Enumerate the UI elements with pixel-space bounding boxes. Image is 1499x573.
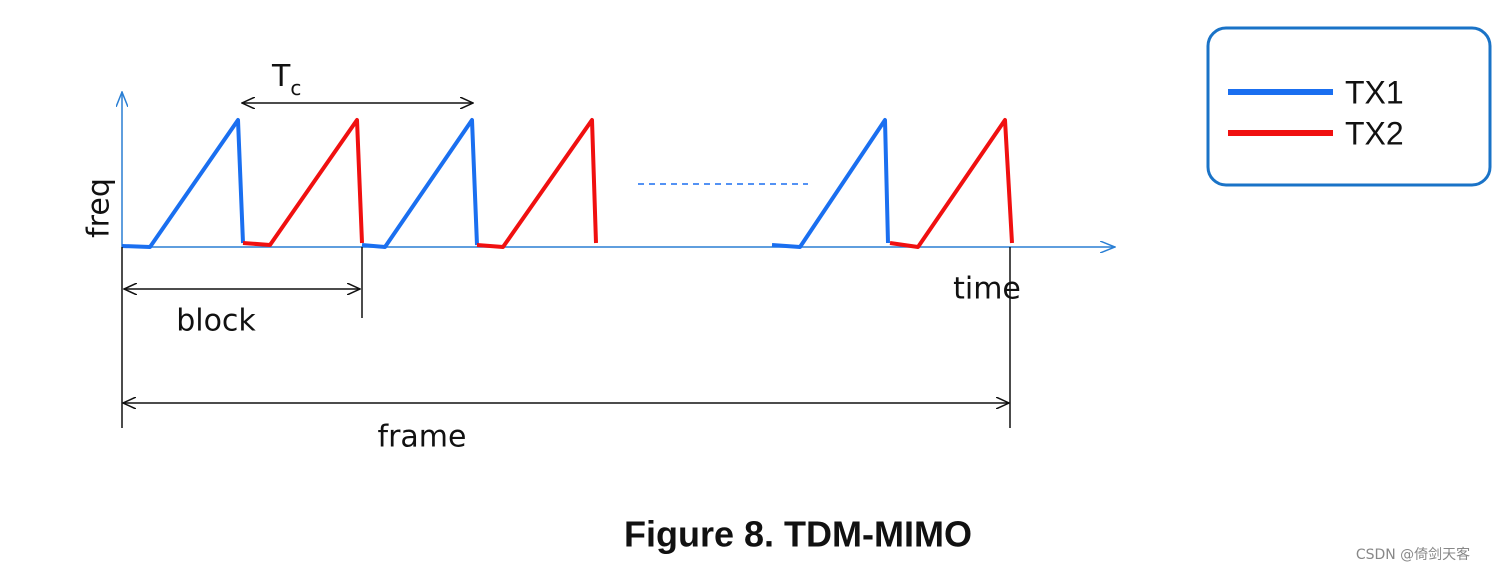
tc-label: Tc — [271, 59, 301, 100]
tx1-chirp — [121, 118, 245, 249]
tx2-chirp — [242, 118, 364, 247]
frame-label: frame — [378, 420, 467, 455]
tx1-chirp — [771, 118, 890, 249]
tx2-chirp — [889, 118, 1014, 249]
tx1-chirp — [361, 118, 479, 249]
block-label: block — [176, 304, 256, 339]
legend-label: TX1 — [1345, 74, 1404, 110]
y-axis-label: freq — [82, 178, 117, 238]
tc-base: T — [271, 59, 291, 94]
legend-label: TX2 — [1345, 115, 1404, 151]
watermark: CSDN @倚剑天客 — [1356, 546, 1470, 563]
legend-box — [1206, 26, 1492, 187]
tx2-chirp — [476, 118, 598, 249]
tc-subscript: c — [290, 76, 301, 100]
caption: Figure 8. TDM-MIMO — [624, 514, 972, 555]
